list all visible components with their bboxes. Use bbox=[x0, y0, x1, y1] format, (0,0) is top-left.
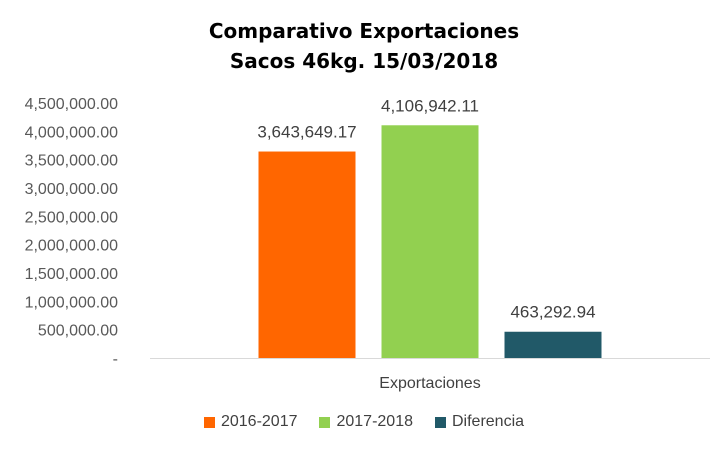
y-tick-label: 1,500,000.00 bbox=[25, 266, 119, 283]
bar-labels: 3,643,649.17 4,106,942.11 463,292.94 bbox=[257, 96, 595, 321]
y-tick-label: 2,000,000.00 bbox=[25, 238, 119, 255]
legend-swatch-2017-2018 bbox=[319, 416, 331, 428]
bar-2017-2018 bbox=[381, 125, 479, 358]
bar-2016-2017 bbox=[258, 151, 356, 358]
y-tick-label: - bbox=[113, 351, 118, 368]
legend-item-2017-2018: 2017-2018 bbox=[319, 413, 413, 431]
data-label-2016-2017: 3,643,649.17 bbox=[257, 123, 356, 142]
y-tick-label: 1,000,000.00 bbox=[25, 294, 119, 311]
legend: 2016-2017 2017-2018 Diferencia bbox=[0, 413, 728, 431]
legend-label-2016-2017: 2016-2017 bbox=[220, 413, 298, 430]
legend-label-diferencia: Diferencia bbox=[452, 413, 525, 430]
x-category-label: Exportaciones bbox=[379, 375, 480, 392]
legend-swatch-diferencia bbox=[435, 416, 446, 428]
y-axis-ticks: - 500,000.00 1,000,000.00 1,500,000.00 2,000… bbox=[25, 96, 119, 368]
bars bbox=[258, 125, 602, 358]
y-tick-label: 4,500,000.00 bbox=[25, 96, 119, 113]
bar-diferencia bbox=[504, 331, 602, 358]
y-tick-label: 4,000,000.00 bbox=[25, 124, 119, 141]
y-tick-label: 3,500,000.00 bbox=[25, 153, 119, 170]
legend-swatch-2016-2017 bbox=[203, 416, 215, 428]
legend-item-diferencia: Diferencia bbox=[435, 413, 524, 431]
y-tick-label: 500,000.00 bbox=[38, 323, 118, 340]
data-label-diferencia: 463,292.94 bbox=[510, 303, 595, 322]
chart-title-line: Comparativo Exportaciones bbox=[208, 19, 520, 43]
y-tick-label: 2,500,000.00 bbox=[25, 209, 119, 226]
chart-title: Comparativo Exportaciones Sacos 46kg. 15… bbox=[0, 16, 728, 76]
legend-label-2017-2018: 2017-2018 bbox=[336, 413, 413, 430]
y-tick-label: 3,000,000.00 bbox=[25, 181, 119, 198]
legend-item-2016-2017: 2016-2017 bbox=[203, 413, 298, 431]
data-label-2017-2018: 4,106,942.11 bbox=[381, 96, 479, 115]
chart-subtitle-line: Sacos 46kg. 15/03/2018 bbox=[229, 49, 499, 73]
